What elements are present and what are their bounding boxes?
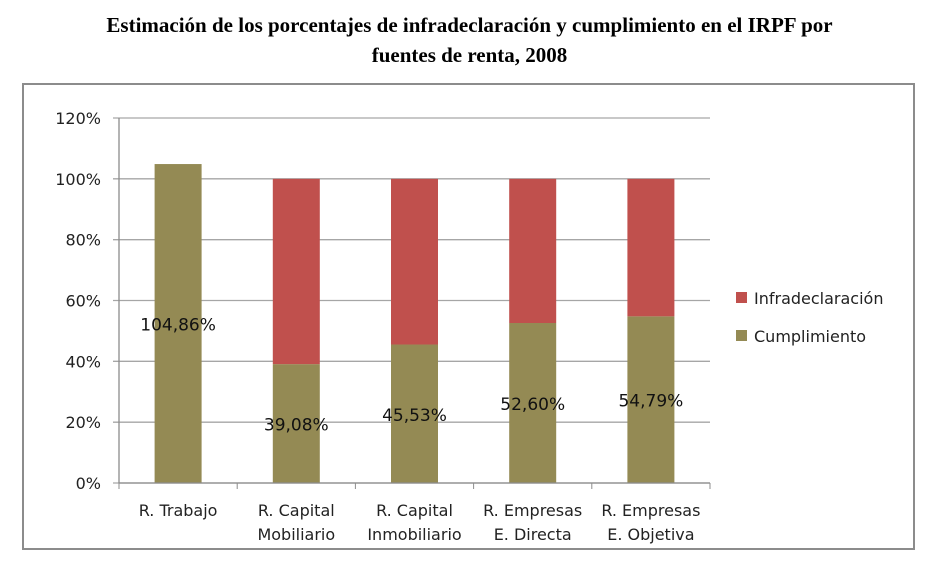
y-tick-label: 80% bbox=[65, 231, 101, 250]
chart-frame bbox=[22, 83, 915, 550]
x-tick-label: R. Empresas bbox=[483, 501, 582, 520]
bar-cumplimiento bbox=[272, 364, 320, 483]
x-tick-label: Mobiliario bbox=[257, 525, 335, 544]
x-tick-label: Inmobiliario bbox=[367, 525, 461, 544]
x-tick-label: R. Trabajo bbox=[139, 501, 218, 520]
bar-infradeclaración bbox=[627, 178, 675, 317]
x-tick-label: E. Objetiva bbox=[607, 525, 694, 544]
chart-title: Estimación de los porcentajes de infrade… bbox=[0, 10, 939, 70]
x-tick-label: R. Capital bbox=[376, 501, 453, 520]
bar-cumplimiento bbox=[509, 323, 557, 483]
legend-swatch bbox=[736, 330, 747, 341]
legend-label: Infradeclaración bbox=[754, 289, 883, 308]
chart-title-line-1: Estimación de los porcentajes de infrade… bbox=[106, 13, 833, 37]
bar-infradeclaración bbox=[509, 178, 557, 324]
y-tick-label: 120% bbox=[55, 109, 101, 128]
chart-title-line-2: fuentes de renta, 2008 bbox=[371, 43, 568, 67]
y-tick-label: 40% bbox=[65, 352, 101, 371]
y-tick-label: 20% bbox=[65, 413, 101, 432]
y-tick-label: 100% bbox=[55, 170, 101, 189]
bar-cumplimiento bbox=[154, 164, 202, 483]
y-tick-label: 0% bbox=[76, 474, 101, 493]
data-label: 39,08% bbox=[264, 416, 329, 436]
bar-infradeclaración bbox=[391, 178, 438, 345]
bar-cumplimiento bbox=[627, 316, 675, 483]
y-tick-label: 60% bbox=[65, 292, 101, 311]
x-tick-label: R. Capital bbox=[258, 501, 335, 520]
data-label: 54,79% bbox=[618, 392, 683, 412]
legend-swatch bbox=[736, 292, 747, 303]
bar-cumplimiento bbox=[391, 344, 438, 483]
x-tick-label: R. Empresas bbox=[601, 501, 700, 520]
data-label: 45,53% bbox=[382, 406, 447, 426]
data-label: 52,60% bbox=[500, 395, 565, 415]
bar-infradeclaración bbox=[272, 178, 320, 365]
x-tick-label: E. Directa bbox=[494, 525, 572, 544]
legend-label: Cumplimiento bbox=[754, 327, 866, 346]
data-label: 104,86% bbox=[140, 316, 216, 336]
